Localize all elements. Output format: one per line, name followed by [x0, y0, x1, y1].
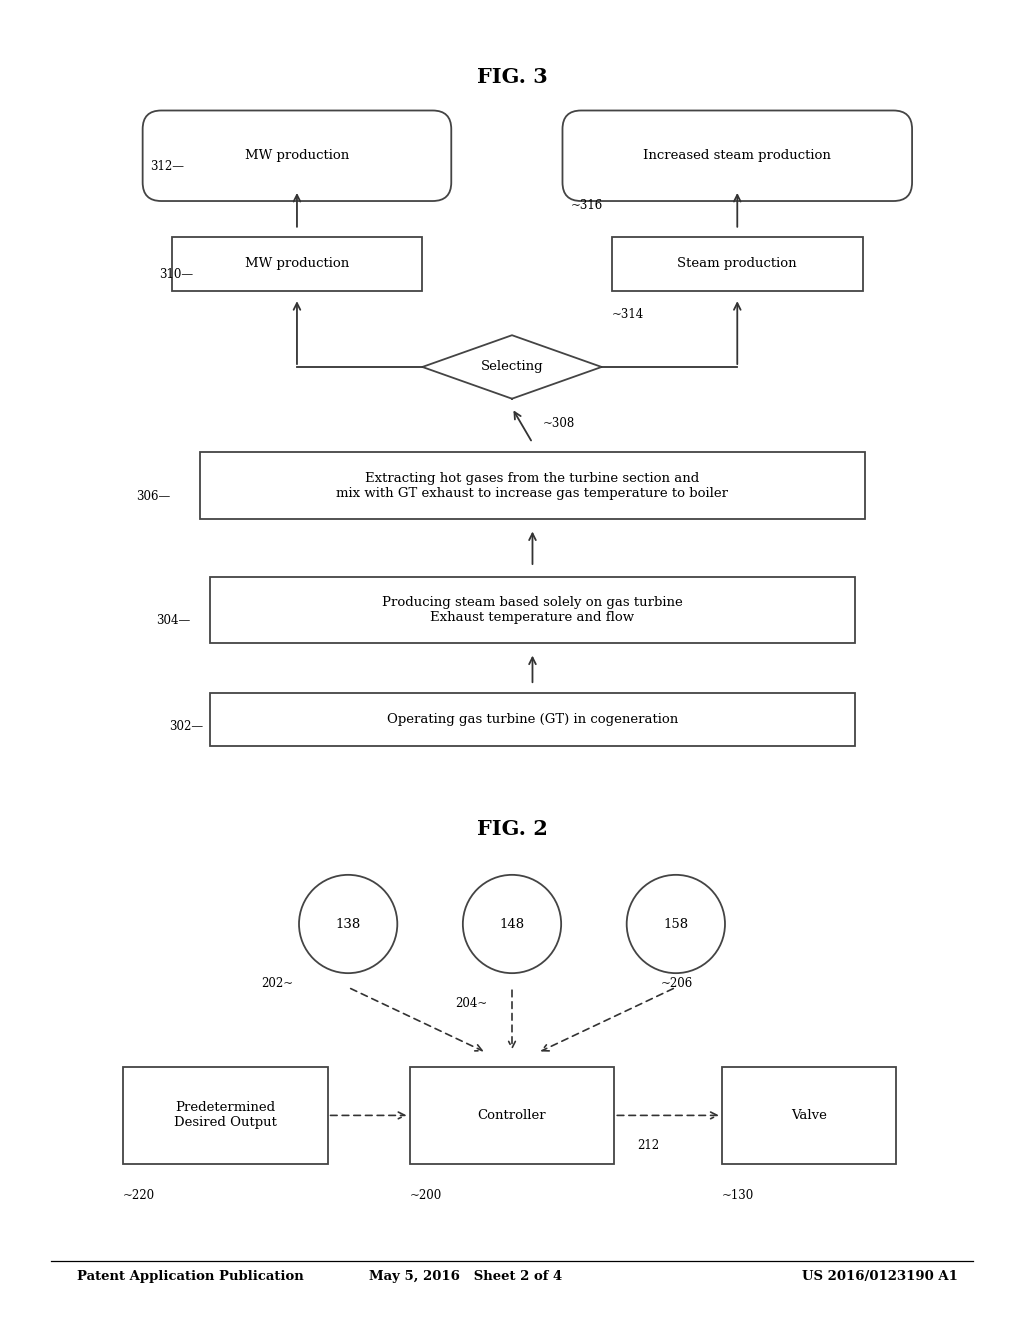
Text: Steam production: Steam production: [678, 257, 797, 271]
Text: ~220: ~220: [123, 1189, 155, 1201]
Text: Predetermined
Desired Output: Predetermined Desired Output: [174, 1101, 276, 1130]
Text: Valve: Valve: [791, 1109, 827, 1122]
Bar: [410, 1067, 614, 1164]
Text: ~200: ~200: [410, 1189, 441, 1201]
Text: Patent Application Publication: Patent Application Publication: [77, 1270, 303, 1283]
Text: May 5, 2016   Sheet 2 of 4: May 5, 2016 Sheet 2 of 4: [370, 1270, 562, 1283]
Bar: [200, 453, 865, 519]
Bar: [123, 1067, 328, 1164]
Text: ~308: ~308: [543, 417, 574, 430]
Text: FIG. 3: FIG. 3: [476, 66, 548, 87]
Circle shape: [627, 875, 725, 973]
Text: Operating gas turbine (GT) in cogeneration: Operating gas turbine (GT) in cogenerati…: [387, 713, 678, 726]
FancyBboxPatch shape: [142, 111, 452, 201]
Text: Controller: Controller: [477, 1109, 547, 1122]
Text: Producing steam based solely on gas turbine
Exhaust temperature and flow: Producing steam based solely on gas turb…: [382, 595, 683, 624]
Text: ~314: ~314: [611, 308, 644, 321]
Text: MW production: MW production: [245, 257, 349, 271]
Text: 138: 138: [336, 917, 360, 931]
Polygon shape: [422, 335, 602, 399]
Bar: [210, 693, 855, 746]
Circle shape: [463, 875, 561, 973]
Text: ~206: ~206: [660, 977, 692, 990]
Text: 306—: 306—: [136, 490, 170, 503]
Text: 312—: 312—: [151, 160, 184, 173]
Text: US 2016/0123190 A1: US 2016/0123190 A1: [802, 1270, 957, 1283]
Text: 148: 148: [500, 917, 524, 931]
Text: Increased steam production: Increased steam production: [643, 149, 831, 162]
Bar: [171, 238, 422, 290]
Text: FIG. 2: FIG. 2: [476, 818, 548, 840]
Text: 212: 212: [637, 1139, 659, 1152]
Text: 158: 158: [664, 917, 688, 931]
Text: 204~: 204~: [456, 997, 487, 1010]
Text: Selecting: Selecting: [480, 360, 544, 374]
Text: 304—: 304—: [156, 614, 189, 627]
Text: ~130: ~130: [722, 1189, 754, 1201]
Text: Extracting hot gases from the turbine section and
mix with GT exhaust to increas: Extracting hot gases from the turbine se…: [337, 471, 728, 500]
Text: MW production: MW production: [245, 149, 349, 162]
Bar: [611, 238, 862, 290]
Text: ~316: ~316: [571, 199, 603, 213]
Bar: [210, 577, 855, 643]
Text: 202~: 202~: [261, 977, 293, 990]
Text: 310—: 310—: [159, 268, 193, 281]
Circle shape: [299, 875, 397, 973]
Bar: [722, 1067, 896, 1164]
FancyBboxPatch shape: [562, 111, 912, 201]
Text: 302—: 302—: [169, 719, 203, 733]
